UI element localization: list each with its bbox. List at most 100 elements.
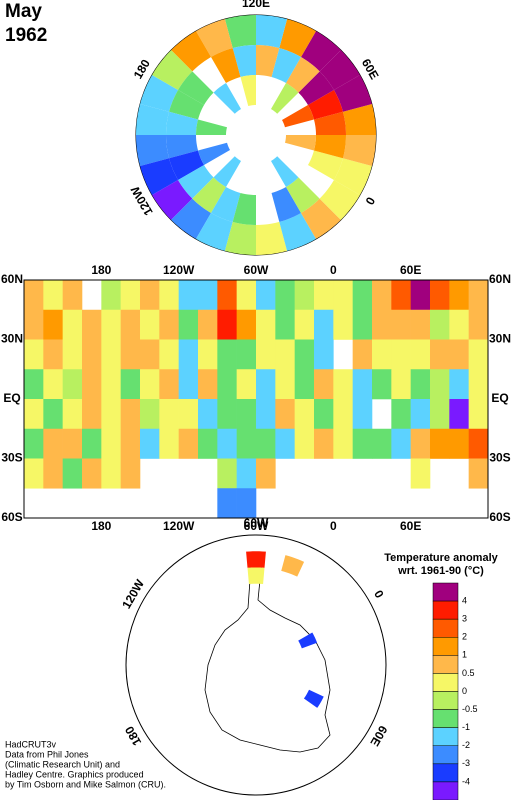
anomaly-cell bbox=[342, 135, 376, 167]
anomaly-cell bbox=[391, 399, 411, 430]
legend-tick-label: -0.5 bbox=[462, 704, 478, 714]
anomaly-cell bbox=[82, 369, 102, 400]
legend-tick-label: 4 bbox=[462, 595, 467, 605]
anomaly-cell bbox=[140, 428, 160, 459]
legend-subtitle: wrt. 1961-90 (°C) bbox=[397, 565, 484, 577]
anomaly-cell bbox=[236, 309, 257, 340]
anomaly-cell bbox=[279, 19, 316, 58]
lon-label: 60W bbox=[244, 516, 269, 530]
anomaly-cell bbox=[352, 428, 373, 459]
anomaly-cell bbox=[43, 369, 63, 400]
lat-label: 60N bbox=[1, 272, 23, 286]
anomaly-cell bbox=[101, 428, 121, 459]
anomaly-cell bbox=[314, 280, 334, 311]
anomaly-cell bbox=[43, 399, 63, 430]
anomaly-cell bbox=[159, 309, 179, 340]
anomaly-cell bbox=[256, 15, 288, 49]
anomaly-cell bbox=[101, 339, 121, 370]
anomaly-cell bbox=[410, 280, 431, 311]
anomaly-cell bbox=[178, 165, 214, 199]
anomaly-cell bbox=[120, 458, 141, 489]
anomaly-cell bbox=[314, 309, 334, 340]
legend-swatch bbox=[432, 637, 459, 656]
anomaly-cell bbox=[449, 309, 469, 340]
anomaly-cell bbox=[430, 339, 450, 370]
anomaly-cell bbox=[196, 212, 233, 251]
anomaly-cell bbox=[271, 83, 299, 114]
lat-label: 60N bbox=[489, 272, 511, 286]
anomaly-cell bbox=[372, 428, 392, 459]
anomaly-cell bbox=[217, 369, 237, 400]
anomaly-cell bbox=[159, 428, 179, 459]
legend-tick-label: -2 bbox=[462, 740, 470, 750]
anomaly-cell bbox=[24, 458, 44, 489]
legend-tick-label: 3 bbox=[462, 614, 467, 624]
legend-tick-label: 0.5 bbox=[462, 668, 475, 678]
anomaly-cell bbox=[196, 119, 228, 135]
anomaly-cell bbox=[171, 198, 211, 239]
anomaly-cell bbox=[217, 339, 237, 370]
anomaly-cell bbox=[159, 339, 179, 370]
anomaly-cell bbox=[217, 309, 237, 340]
credit-line: HadCRUT3v bbox=[5, 739, 57, 749]
anomaly-cell bbox=[372, 309, 392, 340]
anomaly-cell bbox=[256, 399, 276, 430]
anomaly-cell bbox=[468, 428, 489, 459]
lon-label: 60W bbox=[244, 263, 269, 277]
title: May bbox=[5, 1, 42, 22]
anomaly-cell bbox=[430, 399, 450, 430]
anomaly-cell bbox=[236, 428, 257, 459]
anomaly-cell bbox=[275, 369, 295, 400]
anomaly-cell bbox=[314, 428, 334, 459]
legend-title: Temperature anomaly bbox=[384, 552, 498, 564]
anomaly-cell bbox=[232, 192, 256, 225]
anomaly-cell bbox=[240, 75, 256, 107]
anomaly-cell bbox=[101, 458, 121, 489]
lon-label: 60W bbox=[244, 519, 269, 533]
anomaly-cell bbox=[410, 339, 431, 370]
anomaly-cell bbox=[178, 369, 199, 400]
anomaly-cell bbox=[159, 399, 179, 430]
anomaly-cell bbox=[410, 399, 431, 430]
anomaly-cell bbox=[196, 19, 233, 58]
anomaly-cell bbox=[166, 111, 199, 135]
legend-swatch bbox=[432, 709, 459, 728]
anomaly-cell bbox=[217, 458, 237, 489]
lat-label: 60S bbox=[489, 510, 510, 524]
anomaly-cell bbox=[43, 309, 63, 340]
anomaly-cell bbox=[140, 158, 179, 195]
anomaly-cell bbox=[286, 177, 320, 213]
anomaly-cell bbox=[256, 428, 276, 459]
anomaly-cell bbox=[224, 15, 256, 49]
anomaly-cell bbox=[275, 309, 295, 340]
anomaly-cell bbox=[314, 399, 334, 430]
anomaly-cell bbox=[294, 339, 315, 370]
anomaly-cell bbox=[159, 369, 179, 400]
anomaly-cell bbox=[140, 399, 160, 430]
anomaly-cell bbox=[307, 150, 343, 180]
anomaly-cell bbox=[333, 369, 353, 400]
anomaly-cell bbox=[281, 105, 314, 128]
anomaly-cell bbox=[468, 399, 489, 430]
anomaly-cell bbox=[169, 150, 205, 180]
anomaly-cell bbox=[271, 186, 301, 222]
lon-label: 60E bbox=[400, 263, 421, 277]
anomaly-cell bbox=[178, 280, 199, 311]
credit-line: Data from Phil Jones bbox=[5, 749, 89, 759]
anomaly-cell bbox=[166, 135, 199, 159]
legend-tick-label: -3 bbox=[462, 758, 470, 768]
anomaly-cell bbox=[294, 428, 315, 459]
lon-label: 120E bbox=[242, 0, 270, 10]
anomaly-cell bbox=[198, 142, 231, 165]
legend-tick-label: -4 bbox=[462, 776, 470, 786]
anomaly-cell bbox=[82, 458, 102, 489]
anomaly-cell bbox=[24, 280, 44, 311]
anomaly-cell bbox=[198, 399, 218, 430]
anomaly-cell bbox=[256, 339, 276, 370]
anomaly-cell bbox=[391, 309, 411, 340]
lon-label: 180 bbox=[91, 519, 111, 533]
anomaly-cell bbox=[275, 339, 295, 370]
anomaly-cell bbox=[391, 339, 411, 370]
